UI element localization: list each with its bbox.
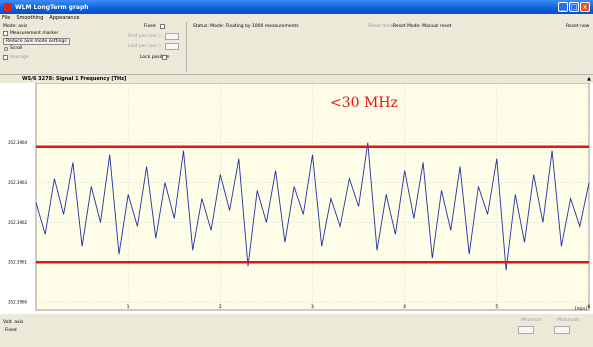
average-label: Average — [10, 55, 29, 60]
lock-position-checkbox[interactable] — [162, 55, 167, 60]
menu-file[interactable]: File — [2, 15, 11, 21]
first-pos-field[interactable] — [165, 33, 179, 40]
y-tick-label: 352.3961 — [8, 260, 28, 265]
y-tick-label: 352.3964 — [8, 140, 28, 145]
mode-label[interactable]: Mode: axis — [3, 24, 28, 29]
first-pos-label: First pos (sec.) — [128, 34, 161, 39]
maximize-button[interactable]: □ — [569, 2, 579, 12]
graph-title: WS/6 3278: Signal 1 Frequency [THz] — [22, 76, 127, 82]
measurement-label: Measurement marker — [10, 31, 59, 36]
minimum-field[interactable] — [518, 326, 534, 334]
lock-position-label: Lock position — [140, 55, 170, 60]
scroll-up-icon[interactable]: ▲ — [587, 76, 591, 82]
reduce-button[interactable]: Reduce axis mode settings — [3, 38, 70, 45]
control-panel: Mode: axis Measurement marker Reduce axi… — [0, 22, 593, 74]
volt-axis-label: Volt. axis — [3, 320, 24, 325]
annotation-label: <30 MHz — [330, 95, 398, 111]
signal-series — [35, 142, 590, 271]
graph-header: WS/6 3278: Signal 1 Frequency [THz] ▲ — [0, 74, 593, 83]
volt-fixed-label[interactable]: Fixed — [5, 328, 17, 333]
menu-bar: File Smoothing Appearance — [0, 14, 593, 22]
footer-panel: Volt. axis Fixed Minimum Maximum — [0, 314, 593, 347]
menu-smoothing[interactable]: Smoothing — [16, 15, 44, 21]
average-checkbox[interactable] — [3, 55, 8, 60]
separator — [186, 22, 187, 72]
x-axis-unit: [min] — [575, 306, 587, 312]
maximum-field[interactable] — [554, 326, 570, 334]
x-tick-label: 4 — [403, 304, 406, 310]
graph-area[interactable]: 123456352.3965352.3964352.3963352.396235… — [0, 83, 593, 314]
window-title: WLM LongTerm graph — [15, 3, 89, 11]
frequency-chart: 123456352.3965352.3964352.3963352.396235… — [8, 83, 591, 312]
x-tick-label: 2 — [219, 304, 222, 310]
minimum-label: Minimum — [521, 318, 542, 323]
last-pos-field[interactable] — [165, 43, 179, 50]
reset-mode-dropdown[interactable]: Reset Mode: Manual reset — [393, 24, 452, 29]
reset-mode-label: Reset mode — [368, 24, 395, 29]
last-pos-label: Last pos (sec.) — [128, 44, 161, 49]
x-tick-label: 3 — [311, 304, 314, 310]
menu-appearance[interactable]: Appearance — [49, 15, 80, 21]
minimize-button[interactable]: _ — [558, 2, 568, 12]
scroll-radio[interactable] — [4, 47, 8, 51]
fixed-label: Fixed — [144, 24, 156, 29]
x-tick-label: 6 — [588, 304, 591, 310]
maximum-label: Maximum — [557, 318, 580, 323]
y-tick-label: 352.3960 — [8, 300, 28, 305]
title-bar: WLM LongTerm graph _ □ x — [0, 0, 593, 14]
reset-now-button[interactable]: Reset now — [566, 24, 590, 29]
close-button[interactable]: x — [580, 2, 590, 12]
fixed-checkbox[interactable] — [160, 24, 165, 29]
y-tick-label: 352.3963 — [8, 180, 28, 185]
x-tick-label: 1 — [127, 304, 130, 310]
status-text[interactable]: Status: Mode: Floating by 1000 measureme… — [193, 24, 299, 29]
scroll-label: Scroll — [10, 46, 23, 51]
y-tick-label: 352.3962 — [8, 220, 28, 225]
app-icon — [4, 3, 12, 11]
measurement-checkbox[interactable] — [3, 31, 8, 36]
x-tick-label: 5 — [495, 304, 498, 310]
